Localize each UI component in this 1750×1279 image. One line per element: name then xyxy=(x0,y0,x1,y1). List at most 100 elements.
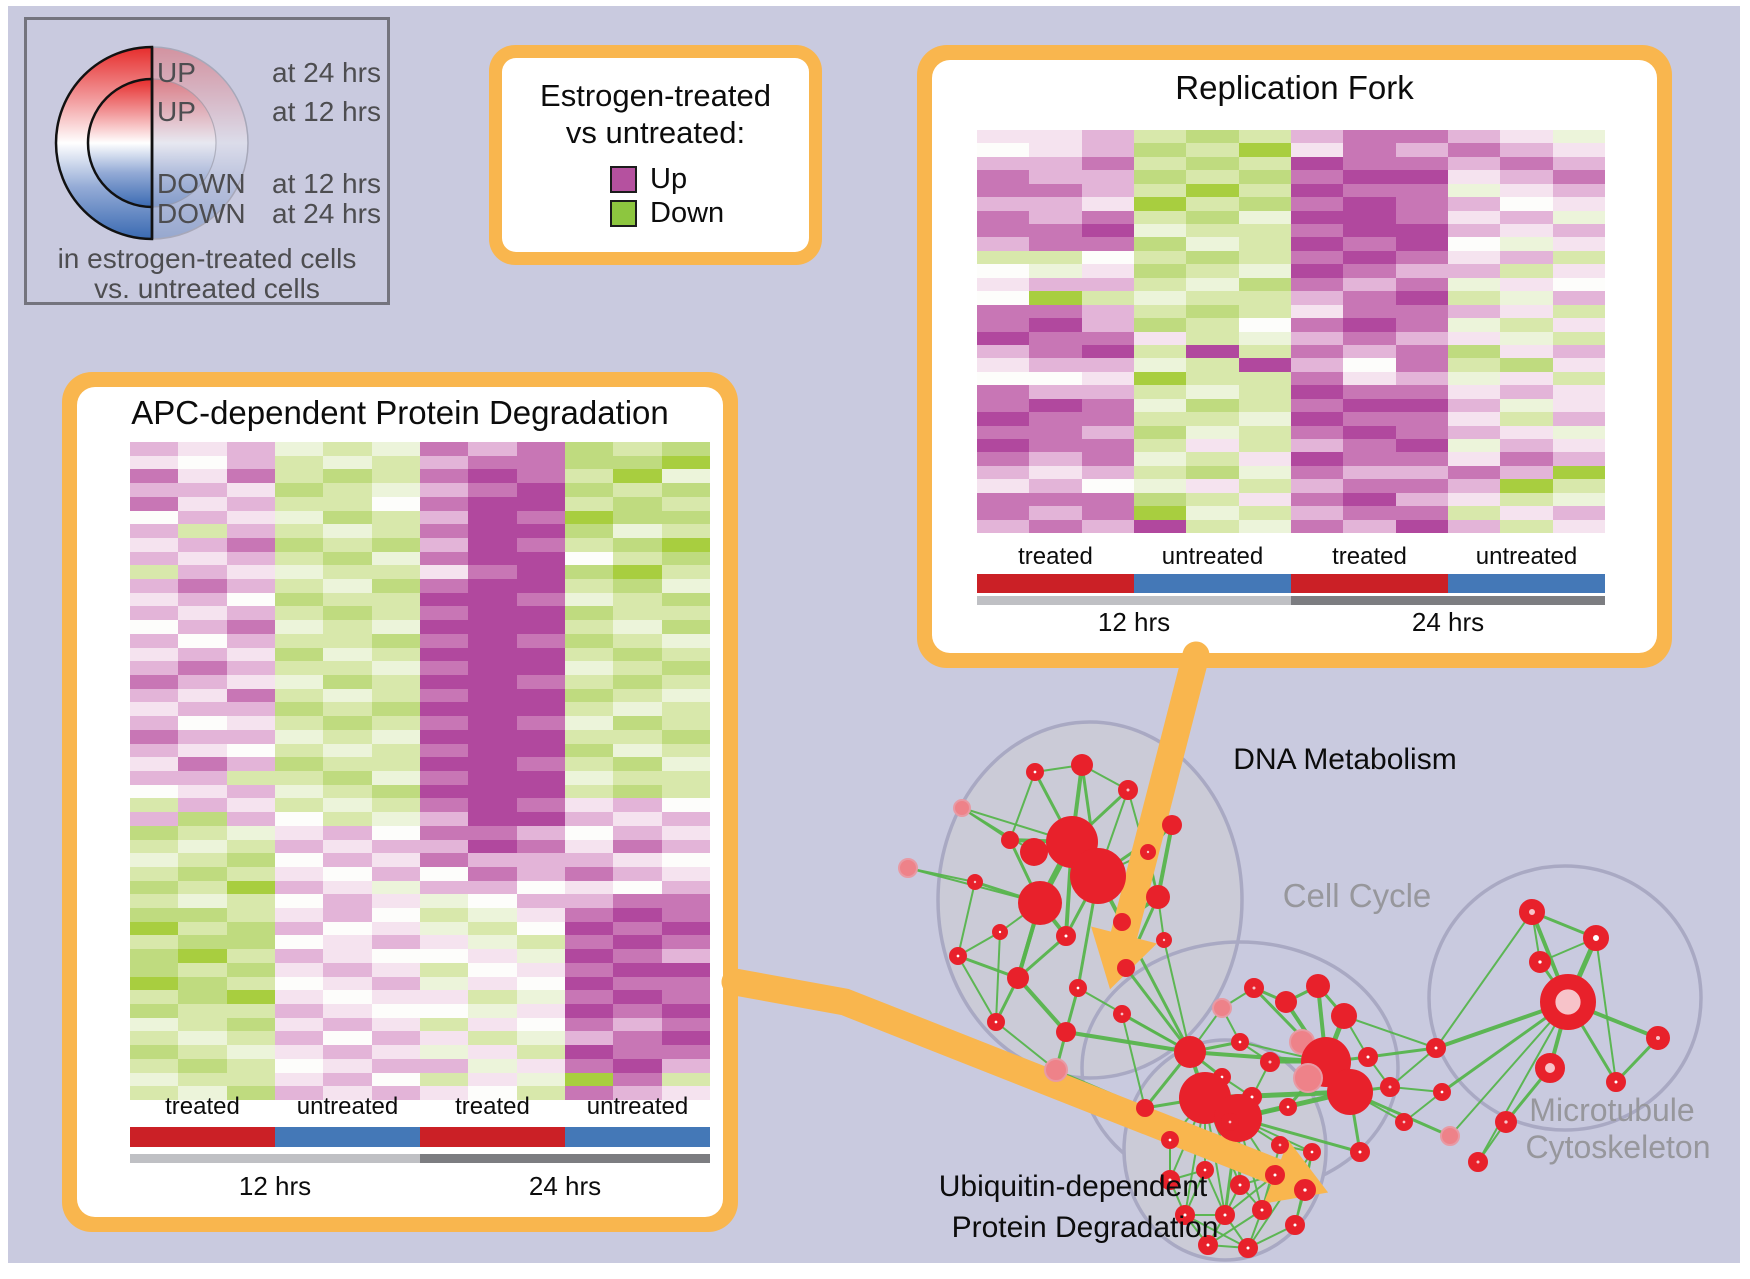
heatmap-cell xyxy=(130,853,179,867)
heatmap-cell xyxy=(1290,170,1344,184)
heatmap-cell xyxy=(419,880,469,895)
heatmap-cell xyxy=(1500,371,1553,386)
heatmap-cell xyxy=(661,921,710,936)
heatmap-cell xyxy=(178,949,227,963)
heatmap-cell xyxy=(564,1031,614,1046)
heatmap-cell xyxy=(661,812,710,826)
heatmap-cell xyxy=(613,976,662,991)
heatmap-cell xyxy=(1500,465,1553,480)
heatmap-cell xyxy=(1238,143,1291,157)
heatmap-cell xyxy=(1343,479,1396,493)
heatmap-cell xyxy=(274,661,324,676)
heatmap-cell xyxy=(1029,170,1082,184)
heatmap-cell xyxy=(178,839,227,854)
heatmap-cell xyxy=(516,1045,565,1059)
heatmap-cell xyxy=(178,1031,227,1046)
cluster-label-microtubule-cytoskeleton: Microtubule xyxy=(1529,1092,1695,1128)
heatmap-cell xyxy=(661,949,710,963)
heatmap-cell xyxy=(323,770,372,785)
heatmap-cell xyxy=(130,716,179,730)
cluster-label-microtubule-cytoskeleton: Cytoskeleton xyxy=(1525,1129,1711,1165)
heatmap-cell xyxy=(1238,197,1291,211)
heatmap-cell xyxy=(516,1017,565,1032)
heatmap-cell xyxy=(564,921,614,936)
heatmap-cell xyxy=(323,839,372,854)
heatmap-cell xyxy=(1186,344,1239,359)
heatmap-cell xyxy=(613,1017,662,1032)
heatmap-cell xyxy=(1238,331,1291,345)
heatmap-cell xyxy=(1395,452,1448,466)
heatmap-cell xyxy=(1133,250,1187,265)
heatmap-cell xyxy=(371,1031,420,1046)
heatmap-cell xyxy=(516,442,565,456)
heatmap-cell xyxy=(323,1058,372,1073)
heatmap-cell xyxy=(371,702,420,717)
heatmap-cell xyxy=(1133,156,1187,171)
heatmap-cell xyxy=(613,770,662,785)
heatmap-cell xyxy=(564,894,614,909)
heatmap-cell xyxy=(516,469,565,484)
heatmap-cell xyxy=(226,798,275,813)
heatmap-cell xyxy=(1447,452,1501,466)
heatmap-cell xyxy=(661,1045,710,1059)
heatmap-cell xyxy=(977,318,1030,332)
heatmap-cell xyxy=(516,921,565,936)
heatmap-cell xyxy=(1133,438,1187,453)
heatmap-cell xyxy=(274,962,324,977)
heatmap-cell xyxy=(613,908,662,922)
heatmap-cell xyxy=(1238,224,1291,238)
heatmap-cell xyxy=(564,537,614,552)
heatmap-cell xyxy=(1552,170,1605,184)
heatmap-cell xyxy=(468,962,517,977)
heatmap-cell xyxy=(1133,412,1187,426)
heatmap-cell xyxy=(130,880,179,895)
scale-legend-time-label: at 12 hrs xyxy=(272,168,381,199)
heatmap-cell xyxy=(178,661,227,676)
heatmap-cell xyxy=(419,812,469,826)
heatmap-cell xyxy=(323,743,372,758)
heatmap-cell xyxy=(419,537,469,552)
heatmap-cell xyxy=(1552,331,1605,345)
heatmap-cell xyxy=(516,935,565,950)
heatmap-cell xyxy=(1500,519,1553,533)
updown-legend-title-line1: Estrogen-treated xyxy=(540,78,771,113)
heatmap-cell xyxy=(274,908,324,922)
heatmap-cell xyxy=(1500,506,1553,520)
heatmap-cell xyxy=(226,688,275,703)
heatmap-cell xyxy=(613,537,662,552)
heatmap-cell xyxy=(613,702,662,717)
heatmap-cell xyxy=(1238,438,1291,453)
heatmap-cell xyxy=(130,990,179,1005)
heatmap-cell xyxy=(1186,519,1239,533)
heatmap-cell xyxy=(130,606,179,621)
heatmap-cell xyxy=(1133,304,1187,319)
heatmap-cell xyxy=(226,743,275,758)
heatmap-cell xyxy=(274,1058,324,1073)
heatmap-cell xyxy=(1500,264,1553,278)
heatmap-cell xyxy=(226,455,275,470)
heatmap-cell xyxy=(564,798,614,813)
heatmap-cell xyxy=(371,1017,420,1032)
heatmap-cell xyxy=(468,510,517,525)
heatmap-cell xyxy=(371,551,420,566)
heatmap-cell xyxy=(130,1017,179,1032)
heatmap-cell xyxy=(468,743,517,758)
heatmap-cell xyxy=(613,442,662,456)
heatmap-cell xyxy=(178,620,227,634)
heatmap-cell xyxy=(178,551,227,566)
heatmap-cell xyxy=(1238,358,1291,372)
heatmap-cell xyxy=(419,990,469,1005)
heatmap-cell xyxy=(564,510,614,525)
heatmap-cell xyxy=(613,469,662,484)
heatmap-cell xyxy=(1186,237,1239,251)
heatmap-cell xyxy=(178,770,227,785)
scale-legend-direction-label: UP xyxy=(157,57,196,88)
heatmap-cell xyxy=(130,1072,179,1087)
condition-group-label: treated xyxy=(1018,543,1093,570)
heatmap-cell xyxy=(516,839,565,854)
heatmap-cell xyxy=(323,798,372,813)
heatmap-cell xyxy=(323,757,372,771)
heatmap-cell xyxy=(323,962,372,977)
heatmap-cell xyxy=(1029,358,1082,372)
heatmap-cell xyxy=(1081,170,1134,184)
